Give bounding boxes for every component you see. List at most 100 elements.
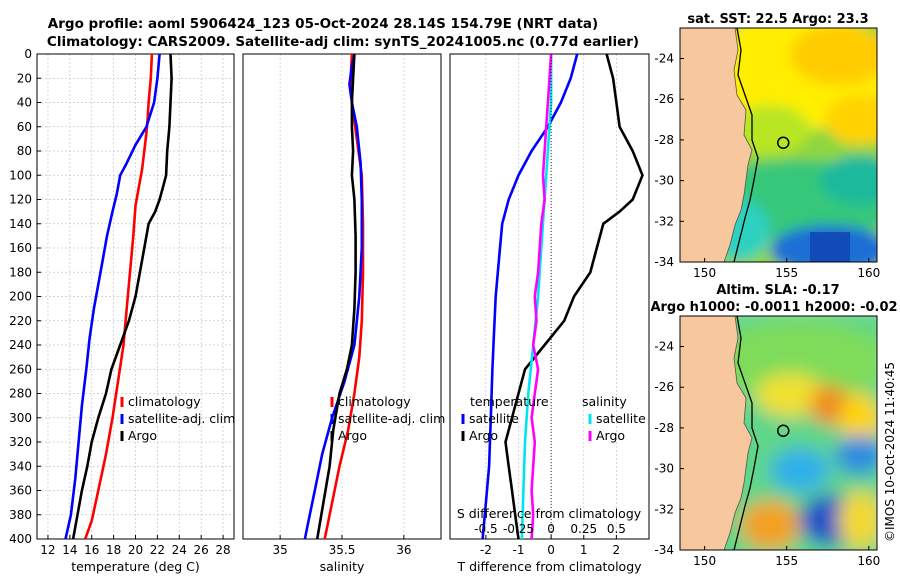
- sla-map-title-line2: Argo h1000: -0.0011 h2000: -0.02: [650, 300, 897, 315]
- map-x-tick-label: 160: [857, 266, 880, 280]
- x-tick-label: 36: [396, 543, 411, 557]
- series-line-satellite-adj-clim: [303, 53, 364, 540]
- y-tick-label: 60: [17, 120, 32, 134]
- x-tick-label: 35.5: [329, 543, 356, 557]
- x-tick-label: 26: [194, 543, 209, 557]
- sst-map-title: sat. SST: 22.5 Argo: 23.3: [687, 12, 868, 27]
- series-line-t-satellite: [481, 53, 579, 540]
- map-x-tick-label: 160: [857, 554, 880, 568]
- x-tick-label: 0: [547, 543, 555, 557]
- sst-map-frame: [679, 27, 878, 263]
- y-tick-label: 260: [9, 362, 32, 376]
- sst-map: 150 155 160 -24 -26 -28 -30 -32 -34: [654, 27, 880, 280]
- sst-coastline: [723, 28, 753, 262]
- top-tick-label: 0.5: [607, 522, 626, 536]
- legend-title-temperature: temperature: [470, 394, 549, 409]
- series-line-t-argo: [504, 53, 644, 540]
- legend-label: satellite-adj. clim: [128, 411, 235, 426]
- x-tick-label: -1: [513, 543, 525, 557]
- legend-label: Argo: [469, 428, 498, 443]
- legend-label: Argo: [338, 428, 367, 443]
- x-axis-label: T difference from climatology: [456, 559, 642, 574]
- series-line-argo: [315, 53, 357, 540]
- x-tick-label: 35: [272, 543, 287, 557]
- map-y-tick-label: -34: [654, 255, 674, 269]
- sst-land: [680, 28, 752, 262]
- y-tick-label: 200: [9, 290, 32, 304]
- x-tick-label: 24: [172, 543, 187, 557]
- map-x-tick-label: 150: [693, 554, 716, 568]
- sst-argo-marker: [777, 136, 790, 150]
- x-tick-label: 12: [40, 543, 55, 557]
- sla-map-title-line1: Altim. SLA: -0.17: [716, 283, 839, 298]
- map-y-tick-label: -34: [654, 543, 674, 557]
- sla-land: [680, 316, 752, 550]
- x-tick-label: 2: [613, 543, 621, 557]
- map-y-tick-label: -24: [654, 52, 674, 66]
- top-tick-label: 0: [547, 522, 555, 536]
- series-line-s-argo: [530, 53, 553, 540]
- x-tick-label: 20: [128, 543, 143, 557]
- x-tick-label: 18: [106, 543, 121, 557]
- sla-coastline: [723, 316, 753, 550]
- top-tick-label: -0.25: [503, 522, 534, 536]
- y-tick-label: 240: [9, 338, 32, 352]
- x-axis-label: salinity: [320, 559, 365, 574]
- x-tick-label: 16: [84, 543, 99, 557]
- y-tick-label: 380: [9, 508, 32, 522]
- sla-map-frame: [679, 315, 878, 551]
- map-y-tick-label: -30: [654, 174, 674, 188]
- series-line-s-satellite: [520, 54, 553, 540]
- y-tick-label: 80: [17, 144, 32, 158]
- map-y-tick-label: -26: [654, 380, 674, 394]
- x-tick-label: 14: [62, 543, 77, 557]
- sst-map-ticks: 150 155 160 -24 -26 -28 -30 -32 -34: [654, 52, 880, 280]
- legend-label: Argo: [596, 428, 625, 443]
- top-axis-label: S difference from climatology: [457, 506, 642, 521]
- plot-frame: [449, 53, 650, 540]
- sla-depth-contour: [733, 316, 759, 550]
- map-y-tick-label: -32: [654, 502, 674, 516]
- temperature-panel: 12 14 16 18 20 22 24 26 280204060801001201401601…: [9, 47, 235, 574]
- x-tick-label: 1: [580, 543, 588, 557]
- map-y-tick-label: -24: [654, 340, 674, 354]
- top-tick-label: 0.25: [570, 522, 597, 536]
- sla-map: 150 155 160 -24 -26 -28 -30 -32 -34: [654, 315, 880, 568]
- map-x-tick-label: 155: [775, 554, 798, 568]
- x-tick-label: 22: [150, 543, 165, 557]
- series-line-argo: [71, 53, 173, 540]
- x-axis-label: temperature (deg C): [71, 559, 200, 574]
- sst-depth-contour: [733, 28, 759, 262]
- series-line-satellite-adj-clim: [64, 53, 161, 540]
- difference-panel: -2 -1 0 1 2 T difference from climatology S di…: [449, 53, 650, 574]
- salinity-panel: 35 35.5 36 salinity climatology satellite-adj…: [242, 53, 445, 574]
- copyright-stamp: ©IMOS 10-Oct-2024 11:40:45: [883, 362, 897, 542]
- y-tick-label: 340: [9, 459, 32, 473]
- legend-title-salinity: salinity: [582, 394, 627, 409]
- y-tick-label: 40: [17, 96, 32, 110]
- legend-label: climatology: [338, 394, 411, 409]
- y-tick-label: 100: [9, 168, 32, 182]
- legend-label: satellite-adj. clim: [338, 411, 445, 426]
- map-y-tick-label: -28: [654, 421, 674, 435]
- map-y-tick-label: -28: [654, 133, 674, 147]
- map-y-tick-label: -30: [654, 462, 674, 476]
- y-tick-label: 320: [9, 435, 32, 449]
- y-tick-label: 220: [9, 314, 32, 328]
- legend-label: satellite: [596, 411, 646, 426]
- x-tick-label: -2: [480, 543, 492, 557]
- y-tick-label: 140: [9, 217, 32, 231]
- map-x-tick-label: 155: [775, 266, 798, 280]
- y-tick-label: 160: [9, 241, 32, 255]
- x-tick-label: 28: [215, 543, 230, 557]
- y-tick-label: 360: [9, 484, 32, 498]
- y-tick-label: 120: [9, 193, 32, 207]
- map-x-tick-label: 150: [693, 266, 716, 280]
- figure-title-line1: Argo profile: aoml 5906424_123 05-Oct-20…: [48, 16, 598, 32]
- legend-label: Argo: [128, 428, 157, 443]
- y-tick-label: 0: [24, 47, 32, 61]
- map-y-tick-label: -26: [654, 92, 674, 106]
- sla-map-ticks: 150 155 160 -24 -26 -28 -30 -32 -34: [654, 340, 880, 568]
- top-tick-label: -0.5: [474, 522, 497, 536]
